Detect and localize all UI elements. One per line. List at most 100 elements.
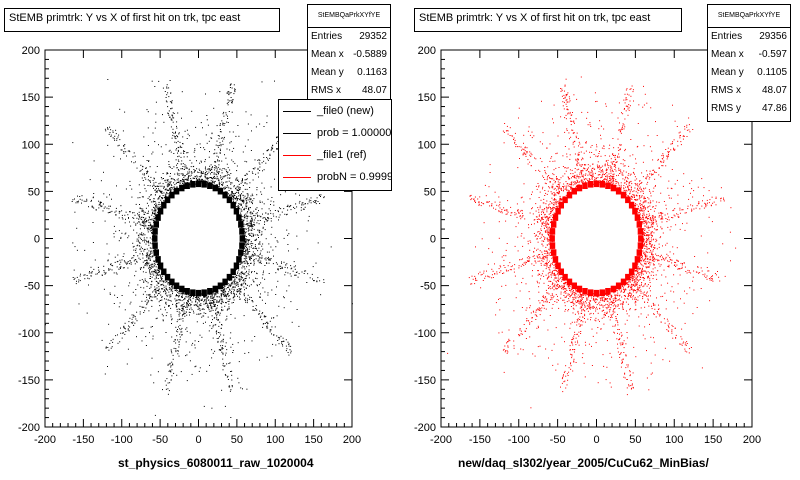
scatter-point (148, 242, 150, 244)
scatter-point (173, 132, 175, 134)
scatter-point (177, 174, 179, 176)
scatter-point (545, 308, 547, 310)
scatter-point (253, 221, 255, 223)
scatter-point (245, 174, 247, 176)
scatter-point (251, 230, 253, 231)
scatter-point (133, 245, 135, 247)
scatter-point (275, 246, 277, 248)
scatter-point (546, 256, 548, 258)
scatter-point (129, 185, 131, 186)
scatter-point (232, 161, 234, 163)
scatter-point (238, 180, 240, 182)
scatter-point (102, 203, 104, 205)
scatter-point (222, 362, 224, 364)
scatter-point (258, 313, 260, 314)
scatter-point (301, 204, 303, 206)
scatter-point (647, 267, 649, 268)
scatter-point (312, 278, 313, 280)
scatter-point (245, 272, 247, 274)
scatter-point (640, 262, 642, 264)
scatter-point (594, 168, 596, 170)
scatter-point (245, 299, 247, 301)
scatter-point (261, 313, 263, 315)
scatter-point (145, 167, 146, 169)
scatter-point (147, 225, 149, 226)
scatter-point (252, 173, 254, 174)
scatter-point (206, 119, 208, 121)
scatter-point (576, 169, 578, 171)
scatter-point (187, 173, 189, 175)
scatter-point (206, 302, 207, 304)
scatter-point (162, 195, 164, 196)
scatter-point (316, 197, 318, 199)
scatter-point (200, 303, 202, 305)
scatter-point (195, 299, 197, 301)
scatter-point (498, 237, 500, 239)
scatter-point (617, 117, 619, 119)
scatter-point (122, 267, 124, 269)
scatter-point (146, 171, 148, 173)
scatter-point (251, 216, 253, 218)
scatter-point (287, 244, 289, 245)
scatter-point (278, 343, 280, 345)
scatter-point (247, 196, 249, 198)
scatter-point (227, 287, 228, 289)
scatter-point (100, 202, 101, 204)
scatter-point (275, 294, 277, 295)
scatter-point (646, 223, 648, 225)
scatter-point (226, 175, 228, 177)
scatter-point (156, 185, 158, 187)
scatter-point (228, 386, 230, 388)
scatter-point (183, 151, 184, 153)
scatter-point (250, 234, 252, 236)
scatter-point (666, 221, 668, 223)
scatter-point (136, 217, 138, 219)
scatter-point (149, 199, 151, 201)
scatter-point (233, 282, 235, 284)
scatter-point (257, 229, 259, 231)
scatter-point (146, 241, 148, 242)
scatter-point (148, 300, 150, 302)
scatter-point (275, 344, 277, 346)
scatter-point (179, 145, 181, 147)
scatter-point (140, 250, 142, 252)
scatter-point (181, 117, 182, 119)
scatter-point (240, 275, 242, 277)
scatter-point (245, 243, 247, 245)
scatter-point (650, 218, 652, 220)
scatter-point (171, 318, 173, 320)
scatter-point (182, 143, 184, 144)
scatter-point (550, 210, 552, 212)
scatter-point (140, 234, 142, 236)
scatter-point (253, 247, 255, 249)
scatter-point (580, 294, 582, 296)
scatter-point (115, 214, 117, 216)
scatter-point (536, 219, 538, 220)
scatter-point (166, 180, 168, 181)
scatter-point (106, 196, 108, 198)
scatter-point (260, 234, 262, 236)
scatter-point (153, 255, 155, 257)
scatter-point (722, 243, 724, 245)
scatter-point (155, 181, 157, 183)
scatter-point (142, 210, 144, 212)
scatter-point (268, 218, 270, 220)
scatter-point (170, 108, 172, 110)
scatter-point (191, 171, 193, 173)
scatter-point (292, 270, 294, 272)
scatter-point (200, 304, 202, 306)
scatter-point (170, 173, 171, 174)
scatter-point (243, 215, 245, 217)
scatter-point (128, 235, 130, 237)
scatter-point (190, 178, 192, 180)
scatter-point (227, 293, 229, 295)
scatter-point (246, 201, 248, 203)
scatter-point (269, 320, 271, 322)
scatter-point (152, 263, 154, 265)
scatter-point (251, 226, 253, 228)
scatter-point (591, 169, 592, 171)
scatter-point (77, 195, 78, 197)
scatter-point (637, 184, 639, 186)
scatter-point (605, 103, 607, 105)
scatter-point (166, 289, 167, 291)
